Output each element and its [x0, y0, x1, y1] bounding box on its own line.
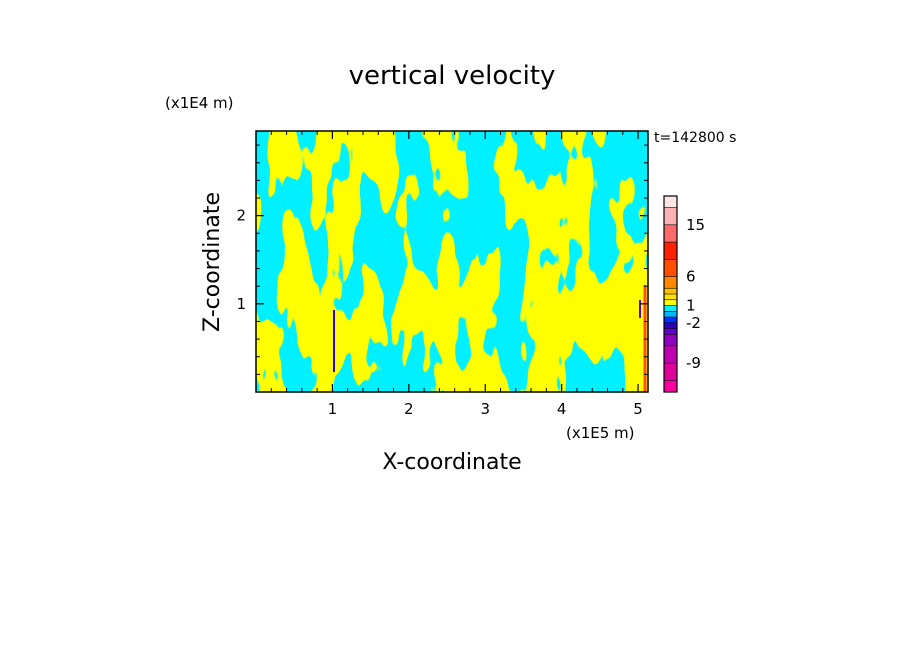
y-axis-label: Z-coordinate	[200, 192, 225, 332]
colorbar-tick-label: -2	[686, 314, 701, 332]
plot-area	[255, 130, 649, 393]
colorbar-swatch	[664, 207, 677, 225]
colorbar-frame	[663, 195, 678, 393]
x-axis: 1 2 3 4 5	[270, 131, 643, 418]
chart-title: vertical velocity	[349, 61, 556, 91]
colorbar-swatch	[664, 328, 677, 335]
colorbar-swatch	[664, 259, 677, 277]
colorbar-tick-label: 15	[686, 216, 705, 234]
x-tick-label: 2	[404, 400, 414, 418]
colorbar-swatch	[664, 288, 677, 294]
colorbar-swatch	[664, 380, 677, 392]
colorbar-swatch	[664, 242, 677, 260]
colorbar-swatch	[664, 196, 677, 208]
plot-frame	[255, 130, 649, 393]
colorbar-swatch	[664, 224, 677, 243]
colorbar-swatch	[664, 317, 677, 323]
colorbar-tick-label: 1	[686, 297, 696, 315]
x-axis-label: X-coordinate	[382, 450, 521, 475]
colorbar-tick-label: -9	[686, 354, 701, 372]
colorbar-swatch	[664, 345, 677, 364]
x-axis-unit: (x1E5 m)	[566, 424, 635, 442]
colorbar-swatch	[664, 299, 677, 306]
colorbar-swatch	[664, 276, 677, 289]
colorbar-swatch	[664, 363, 677, 381]
colorbar-tick-label: 6	[686, 268, 696, 286]
y-tick-label: 1	[236, 295, 246, 313]
x-tick-label: 4	[557, 400, 567, 418]
y-axis-unit: (x1E4 m)	[165, 94, 234, 112]
colorbar-swatch	[664, 311, 677, 318]
colorbar-swatch	[664, 294, 677, 300]
y-tick-label: 2	[236, 207, 246, 225]
colorbar-swatch	[664, 322, 677, 329]
colorbar-swatch	[664, 305, 677, 312]
updraft-field	[256, 131, 648, 392]
x-tick-label: 5	[633, 400, 643, 418]
time-label: t=142800 s	[654, 130, 736, 146]
colorbar-swatch	[664, 334, 677, 346]
x-tick-label: 1	[328, 400, 338, 418]
y-axis: 12	[236, 144, 648, 375]
colorbar: 15 6 1-2 -9	[663, 195, 705, 393]
x-tick-label: 3	[480, 400, 490, 418]
